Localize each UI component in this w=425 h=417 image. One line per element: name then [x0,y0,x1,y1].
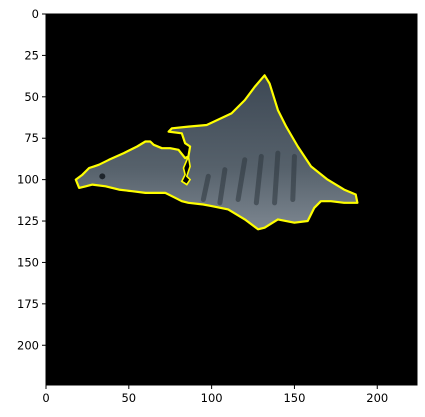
y-tick-label: 50 [24,90,39,104]
y-tick-label: 200 [17,338,39,352]
object-stripe [253,153,264,206]
object-outline [74,74,359,231]
y-tick-label: 150 [17,255,39,269]
object-stripe [217,167,228,206]
object-stripe [235,157,248,202]
object-body [75,75,358,230]
x-tick-label: 0 [42,391,49,405]
object-stripe [200,173,211,202]
y-tick-label: 125 [17,214,39,228]
segmented-object [74,74,359,231]
object-stripe [272,150,281,206]
x-tick-label: 50 [121,391,136,405]
y-tick-label: 175 [17,297,39,311]
plot-frame [45,13,418,386]
plot-area [46,14,417,385]
object-notch [180,153,192,186]
object-stripe [290,153,297,202]
y-tick-label: 0 [32,7,39,21]
y-tick-label: 100 [17,173,39,187]
y-axis: 0 25 50 75 100 125 150 175 200 [17,7,46,352]
x-tick-label: 150 [283,391,305,405]
y-tick-label: 75 [24,131,39,145]
y-tick-label: 25 [24,48,39,62]
x-tick-label: 100 [201,391,223,405]
object-eye [99,173,106,180]
x-tick-label: 200 [366,391,388,405]
x-axis: 0 50 100 150 200 [42,385,388,405]
